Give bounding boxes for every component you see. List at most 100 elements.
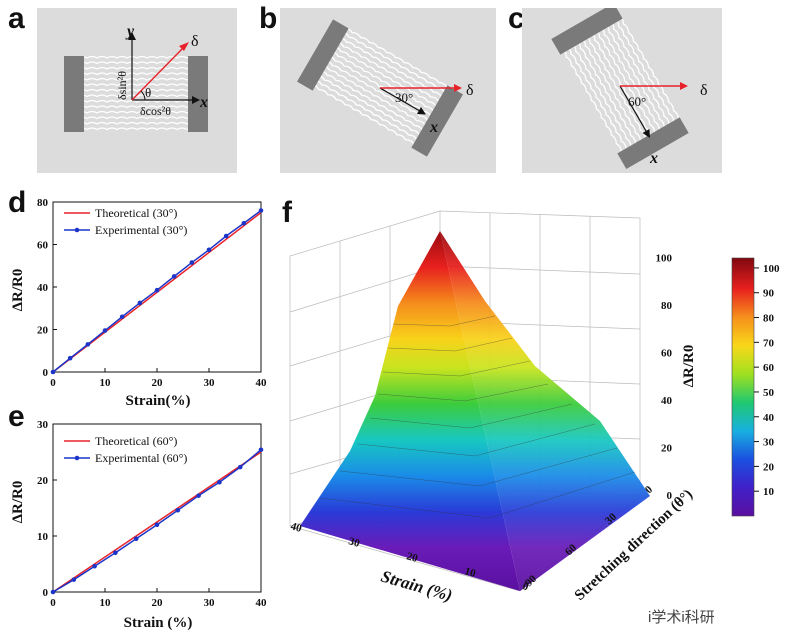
- data-point: [50, 369, 56, 375]
- label-theta: θ: [145, 85, 151, 100]
- label-x-b: x: [429, 119, 438, 136]
- z-tick-label: 100: [656, 253, 673, 265]
- strain-tick-label: 40: [289, 520, 303, 535]
- panel-label-e: e: [8, 400, 25, 433]
- data-point: [137, 300, 143, 306]
- watermark: i学术i科研: [648, 609, 715, 626]
- fiber-line: [310, 84, 424, 151]
- panel-label-f: f: [282, 196, 292, 229]
- colorbar-tick-label: 30: [763, 437, 775, 449]
- wavy-fibers: [310, 26, 457, 151]
- left-clamp: [64, 56, 84, 132]
- fiber-line: [76, 66, 198, 70]
- data-point: [154, 287, 160, 293]
- legend-experimental-marker: [74, 227, 80, 233]
- x-arrowhead: [416, 107, 426, 115]
- data-point: [196, 493, 201, 498]
- colorbar-tick-label: 90: [763, 288, 775, 300]
- x-arrowhead: [642, 129, 650, 138]
- fiber-line: [608, 20, 675, 134]
- fiber-line: [575, 39, 642, 153]
- data-point: [154, 522, 160, 528]
- delta-vector: [131, 45, 186, 101]
- z-tick-label: 20: [661, 443, 673, 455]
- data-point: [189, 260, 195, 265]
- fiber-line: [76, 88, 198, 92]
- schematic-c: δ 60° x: [522, 8, 722, 173]
- x-tick-label: 30: [204, 597, 216, 609]
- left-clamp: [551, 8, 623, 55]
- fiber-line: [340, 31, 454, 98]
- data-point: [113, 550, 118, 556]
- panel-label-a: a: [8, 2, 25, 35]
- schematic-b: δ 30° x: [280, 8, 496, 173]
- data-point: [258, 208, 264, 213]
- x-tick-label: 20: [152, 377, 164, 389]
- fiber-line: [580, 36, 646, 150]
- legend-experimental-marker: [74, 455, 80, 461]
- strain-tick-label: 0: [521, 580, 530, 593]
- fiber-line: [76, 116, 198, 120]
- fiber-line: [76, 127, 198, 131]
- colorbar-tick-label: 100: [763, 263, 780, 275]
- fiber-line: [337, 36, 451, 103]
- surface-left-face: [300, 231, 520, 591]
- fiber-line: [324, 60, 438, 127]
- colorbar-tick-label: 70: [763, 337, 775, 349]
- chart-d-ylabel: ΔR/R0: [10, 269, 26, 312]
- fiber-line: [570, 42, 637, 156]
- legend-experimental-label: Experimental (60°): [95, 451, 187, 465]
- fiber-line: [76, 110, 198, 114]
- fiber-line: [332, 45, 446, 112]
- label-delta-a: δ: [191, 33, 199, 50]
- fiber-line: [76, 105, 198, 109]
- fiber-line: [589, 31, 656, 145]
- fiber-line: [76, 83, 198, 87]
- colorbar-tick-label: 60: [763, 362, 775, 374]
- fiber-line: [318, 69, 432, 136]
- fiber-line: [565, 44, 632, 159]
- theta-arc: [140, 90, 146, 101]
- surface-right-face: [440, 231, 650, 591]
- schematic-a: y x δ θ δsin²θ δcos²θ: [37, 8, 237, 173]
- x-tick-label: 40: [256, 597, 268, 609]
- fiber-line: [613, 17, 680, 131]
- fiber-line: [599, 25, 666, 139]
- data-point: [71, 577, 77, 582]
- delta-arrowhead: [179, 42, 189, 51]
- right-clamp: [411, 85, 463, 157]
- fiber-line: [343, 26, 457, 93]
- strain-axis-label: Strain (%): [379, 567, 455, 605]
- fiber-line: [560, 47, 627, 161]
- data-point: [206, 247, 212, 253]
- fiber-line: [76, 99, 198, 103]
- label-delta-b: δ: [466, 82, 474, 99]
- colorbar: [731, 257, 755, 517]
- plot-frame: [52, 423, 262, 593]
- fiber-line: [315, 74, 429, 141]
- x-axis-arrow: [379, 87, 422, 113]
- data-point: [85, 342, 91, 347]
- data-point: [171, 274, 177, 279]
- x-tick-label: 20: [152, 597, 164, 609]
- legend-e: Theoretical (60°) Experimental (60°): [64, 434, 187, 465]
- colorbar-tick-label: 10: [763, 486, 775, 498]
- fiber-line: [76, 55, 198, 59]
- data-point: [241, 220, 247, 226]
- legend-experimental-label: Experimental (30°): [95, 223, 187, 237]
- y-tick-label: 30: [37, 419, 49, 431]
- fiber-line: [618, 14, 685, 128]
- strain-tick-label: 10: [463, 565, 477, 580]
- chart-e-ylabel: ΔR/R0: [10, 481, 26, 524]
- fiber-line: [603, 22, 670, 137]
- data-point: [217, 479, 222, 485]
- fiber-line: [335, 41, 449, 108]
- colorbar-tick-label: 20: [763, 461, 775, 473]
- chart-e: ΔR/R0 Strain (%) Theoretical (60°) Exper…: [10, 419, 268, 630]
- label-angle-30: 30°: [395, 90, 413, 105]
- label-x-c: x: [649, 150, 658, 167]
- label-x: x: [199, 94, 208, 111]
- label-delta-c: δ: [700, 82, 708, 99]
- label-y: y: [125, 23, 135, 40]
- left-clamp: [297, 19, 349, 91]
